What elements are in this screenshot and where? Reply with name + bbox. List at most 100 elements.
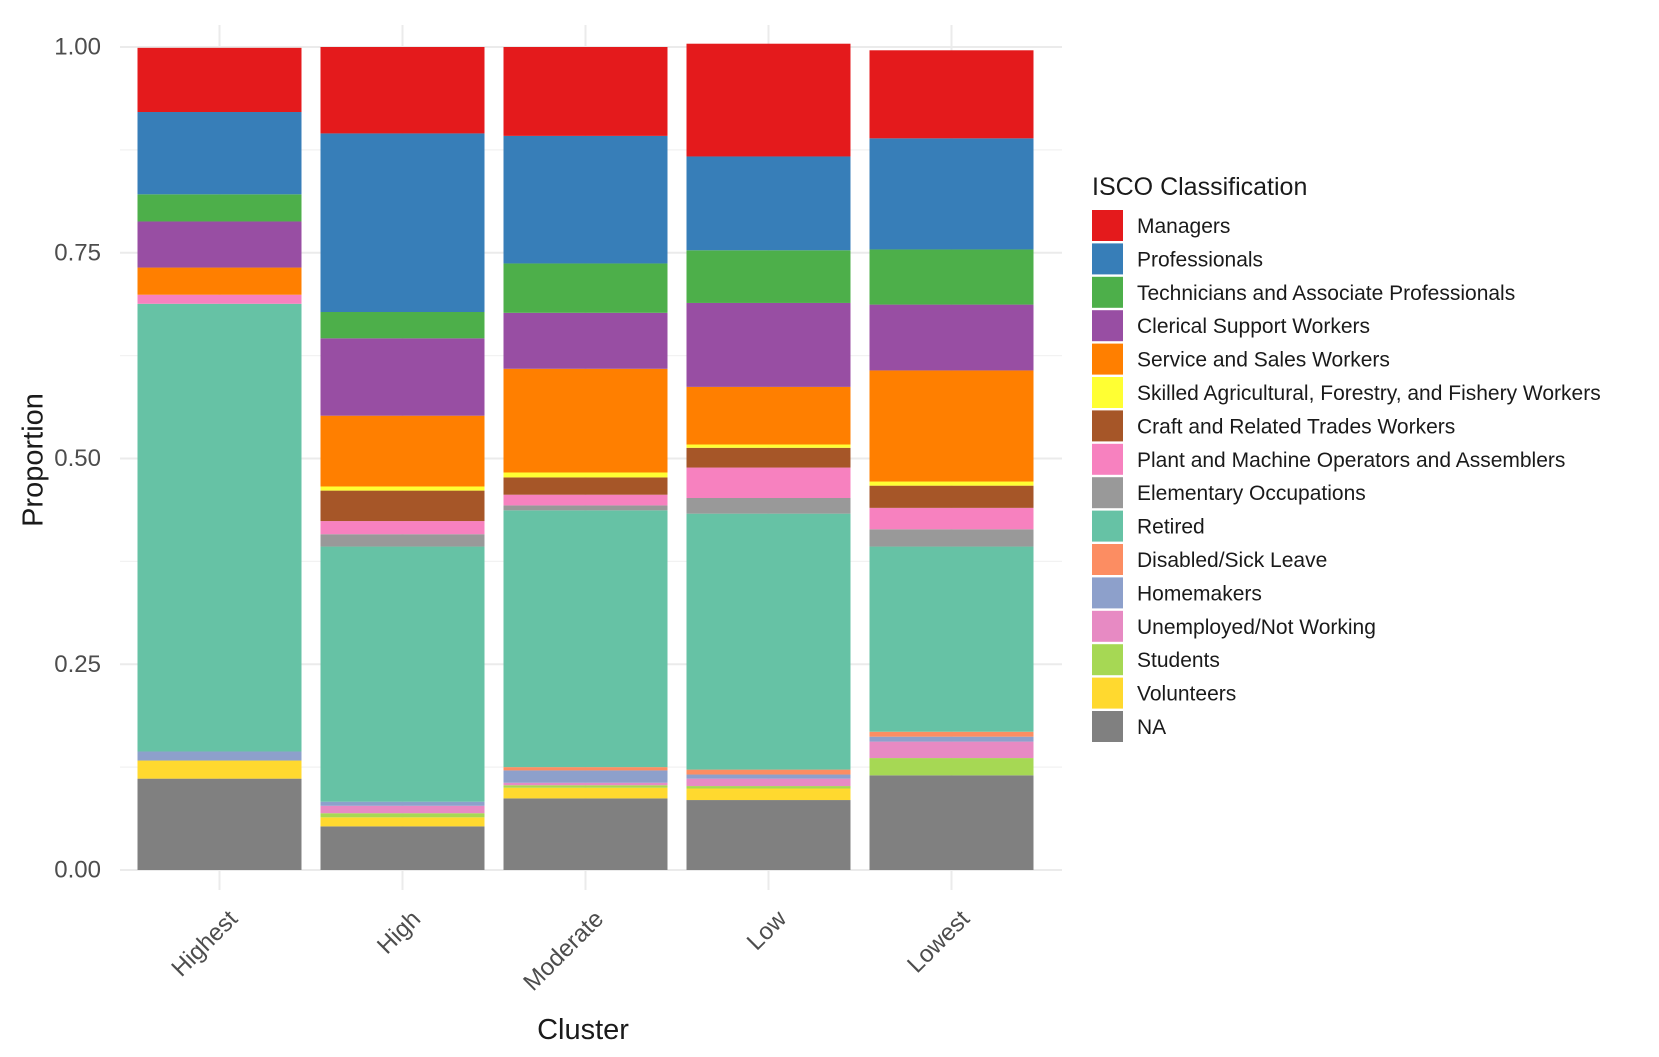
bar-segment	[503, 782, 668, 786]
bar-segment	[869, 731, 1034, 737]
legend-key	[1092, 644, 1123, 676]
bar-segment	[503, 494, 668, 506]
legend-label: Professionals	[1137, 248, 1263, 271]
bar-segment	[503, 477, 668, 495]
legend-key	[1092, 343, 1123, 375]
bar-segment	[686, 769, 851, 775]
bar-segment	[320, 338, 485, 416]
bar-segment	[686, 156, 851, 251]
bar-segment	[869, 775, 1034, 870]
bar-segment	[320, 486, 485, 491]
bar-segment	[686, 43, 851, 157]
bar-segment	[503, 798, 668, 870]
bar-segment	[503, 787, 668, 799]
legend-label: Skilled Agricultural, Forestry, and Fish…	[1137, 382, 1601, 405]
bar-segment	[137, 267, 302, 295]
legend-key	[1092, 243, 1123, 275]
bar-segment	[869, 736, 1034, 742]
bar-segment	[503, 770, 668, 783]
legend-key	[1092, 510, 1123, 542]
bar-segment	[320, 490, 485, 522]
bar-segment	[320, 546, 485, 802]
y-tick-label: 0.75	[54, 239, 101, 266]
legend-label: Clerical Support Workers	[1137, 315, 1370, 338]
y-tick-label: 0.50	[54, 445, 101, 472]
y-tick-label: 0.25	[54, 651, 101, 678]
bar-segment	[686, 788, 851, 801]
legend-label: Craft and Related Trades Workers	[1137, 415, 1455, 438]
bar-segment	[686, 250, 851, 303]
legend-key	[1092, 677, 1123, 709]
legend-title: ISCO Classification	[1092, 173, 1307, 201]
legend-label: NA	[1137, 716, 1166, 739]
legend-key	[1092, 310, 1123, 342]
legend-key	[1092, 477, 1123, 509]
bar-segment	[503, 368, 668, 473]
bar-segment	[503, 767, 668, 771]
bar-segment	[137, 194, 302, 222]
y-tick-label: 0.00	[54, 857, 101, 884]
bar-segment	[686, 498, 851, 514]
bar-segment	[869, 507, 1034, 530]
bar-segment	[320, 415, 485, 487]
bar-segment	[503, 47, 668, 136]
bar-segment	[869, 741, 1034, 759]
bar-segment	[137, 221, 302, 268]
bar-segment	[137, 112, 302, 195]
y-tick-label: 1.00	[54, 34, 101, 61]
legend: Managers Professionals Technicians and Ass…	[1092, 210, 1601, 742]
legend-label: Unemployed/Not Working	[1137, 616, 1376, 639]
bar-segment	[869, 370, 1034, 482]
bar-segment	[869, 138, 1034, 250]
bar-segment	[686, 778, 851, 787]
legend-label: Volunteers	[1137, 683, 1236, 706]
bar-segment	[503, 312, 668, 369]
bar-segment	[320, 826, 485, 870]
bar-segment	[320, 521, 485, 535]
bar-segment	[320, 312, 485, 339]
bar-segment	[503, 135, 668, 264]
bar-segment	[320, 133, 485, 313]
bar-segment	[686, 467, 851, 499]
bar-segment	[320, 813, 485, 818]
legend-label: Managers	[1137, 215, 1230, 238]
bar-segment	[686, 786, 851, 789]
bar-segment	[869, 546, 1034, 732]
legend-key	[1092, 210, 1123, 241]
bar-segment	[503, 785, 668, 788]
bar-segment	[686, 513, 851, 770]
legend-label: Service and Sales Workers	[1137, 349, 1390, 372]
bar-segment	[869, 249, 1034, 305]
legend-label: Students	[1137, 649, 1220, 672]
bar-segment	[869, 485, 1034, 508]
legend-key	[1092, 711, 1123, 742]
bar-segment	[137, 778, 302, 870]
bar-segment	[869, 758, 1034, 776]
legend-key	[1092, 544, 1123, 575]
legend-key	[1092, 443, 1123, 475]
bar-segment	[503, 510, 668, 768]
legend-key	[1092, 610, 1123, 642]
y-axis-title: Proportion	[18, 393, 50, 527]
bar-segment	[320, 817, 485, 827]
bar-segment	[137, 751, 302, 761]
bar-segment	[503, 263, 668, 313]
bar-segment	[137, 47, 302, 113]
bar-segment	[686, 774, 851, 779]
legend-key	[1092, 577, 1123, 609]
bar-segment	[320, 47, 485, 134]
bar-segment	[869, 50, 1034, 139]
bar-segment	[686, 447, 851, 468]
bar-segment	[869, 304, 1034, 371]
bar-segment	[503, 472, 668, 478]
legend-label: Retired	[1137, 516, 1205, 539]
legend-key	[1092, 276, 1123, 308]
bar-segment	[686, 386, 851, 445]
bar-segment	[869, 481, 1034, 486]
bars	[137, 43, 1034, 870]
bar-segment	[686, 800, 851, 870]
y-axis-ticks: 0.00 0.25 0.50 0.75 1.00	[54, 34, 101, 884]
legend-key	[1092, 377, 1123, 408]
legend-key	[1092, 410, 1123, 442]
